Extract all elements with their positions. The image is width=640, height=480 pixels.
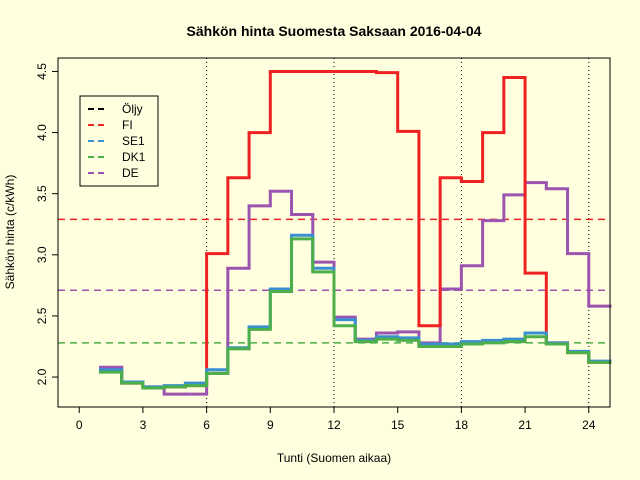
- legend-label: DE: [122, 166, 139, 180]
- x-tick-label: 21: [518, 418, 532, 432]
- chart-title: Sähkön hinta Suomesta Saksaan 2016-04-04: [187, 23, 482, 39]
- step-riser: [120, 182, 591, 395]
- y-tick-label: 3.0: [35, 246, 49, 263]
- x-tick-label: 15: [391, 418, 405, 432]
- legend-box: [79, 95, 159, 187]
- y-axis-label: Sähkön hinta (c/kWh): [3, 175, 17, 290]
- y-tick-label: 2.0: [35, 368, 49, 385]
- legend-label: Öljy: [122, 102, 143, 116]
- x-axis-label: Tunti (Suomen aikaa): [277, 451, 391, 465]
- y-tick-label: 2.5: [35, 307, 49, 324]
- x-tick-label: 24: [582, 418, 596, 432]
- x-tick-label: 3: [140, 418, 147, 432]
- x-tick-label: 12: [327, 418, 341, 432]
- legend-label: SE1: [122, 134, 145, 148]
- y-tick-label: 4.5: [35, 63, 49, 80]
- x-tick-label: 18: [455, 418, 469, 432]
- y-tick-label: 3.5: [35, 185, 49, 202]
- y-tick-label: 4.0: [35, 124, 49, 141]
- x-tick-label: 9: [267, 418, 274, 432]
- step-riser: [120, 235, 591, 387]
- legend-label: DK1: [122, 150, 146, 164]
- x-tick-label: 6: [203, 418, 210, 432]
- legend-label: FI: [122, 118, 133, 132]
- x-tick-label: 0: [76, 418, 83, 432]
- step-riser: [120, 238, 591, 389]
